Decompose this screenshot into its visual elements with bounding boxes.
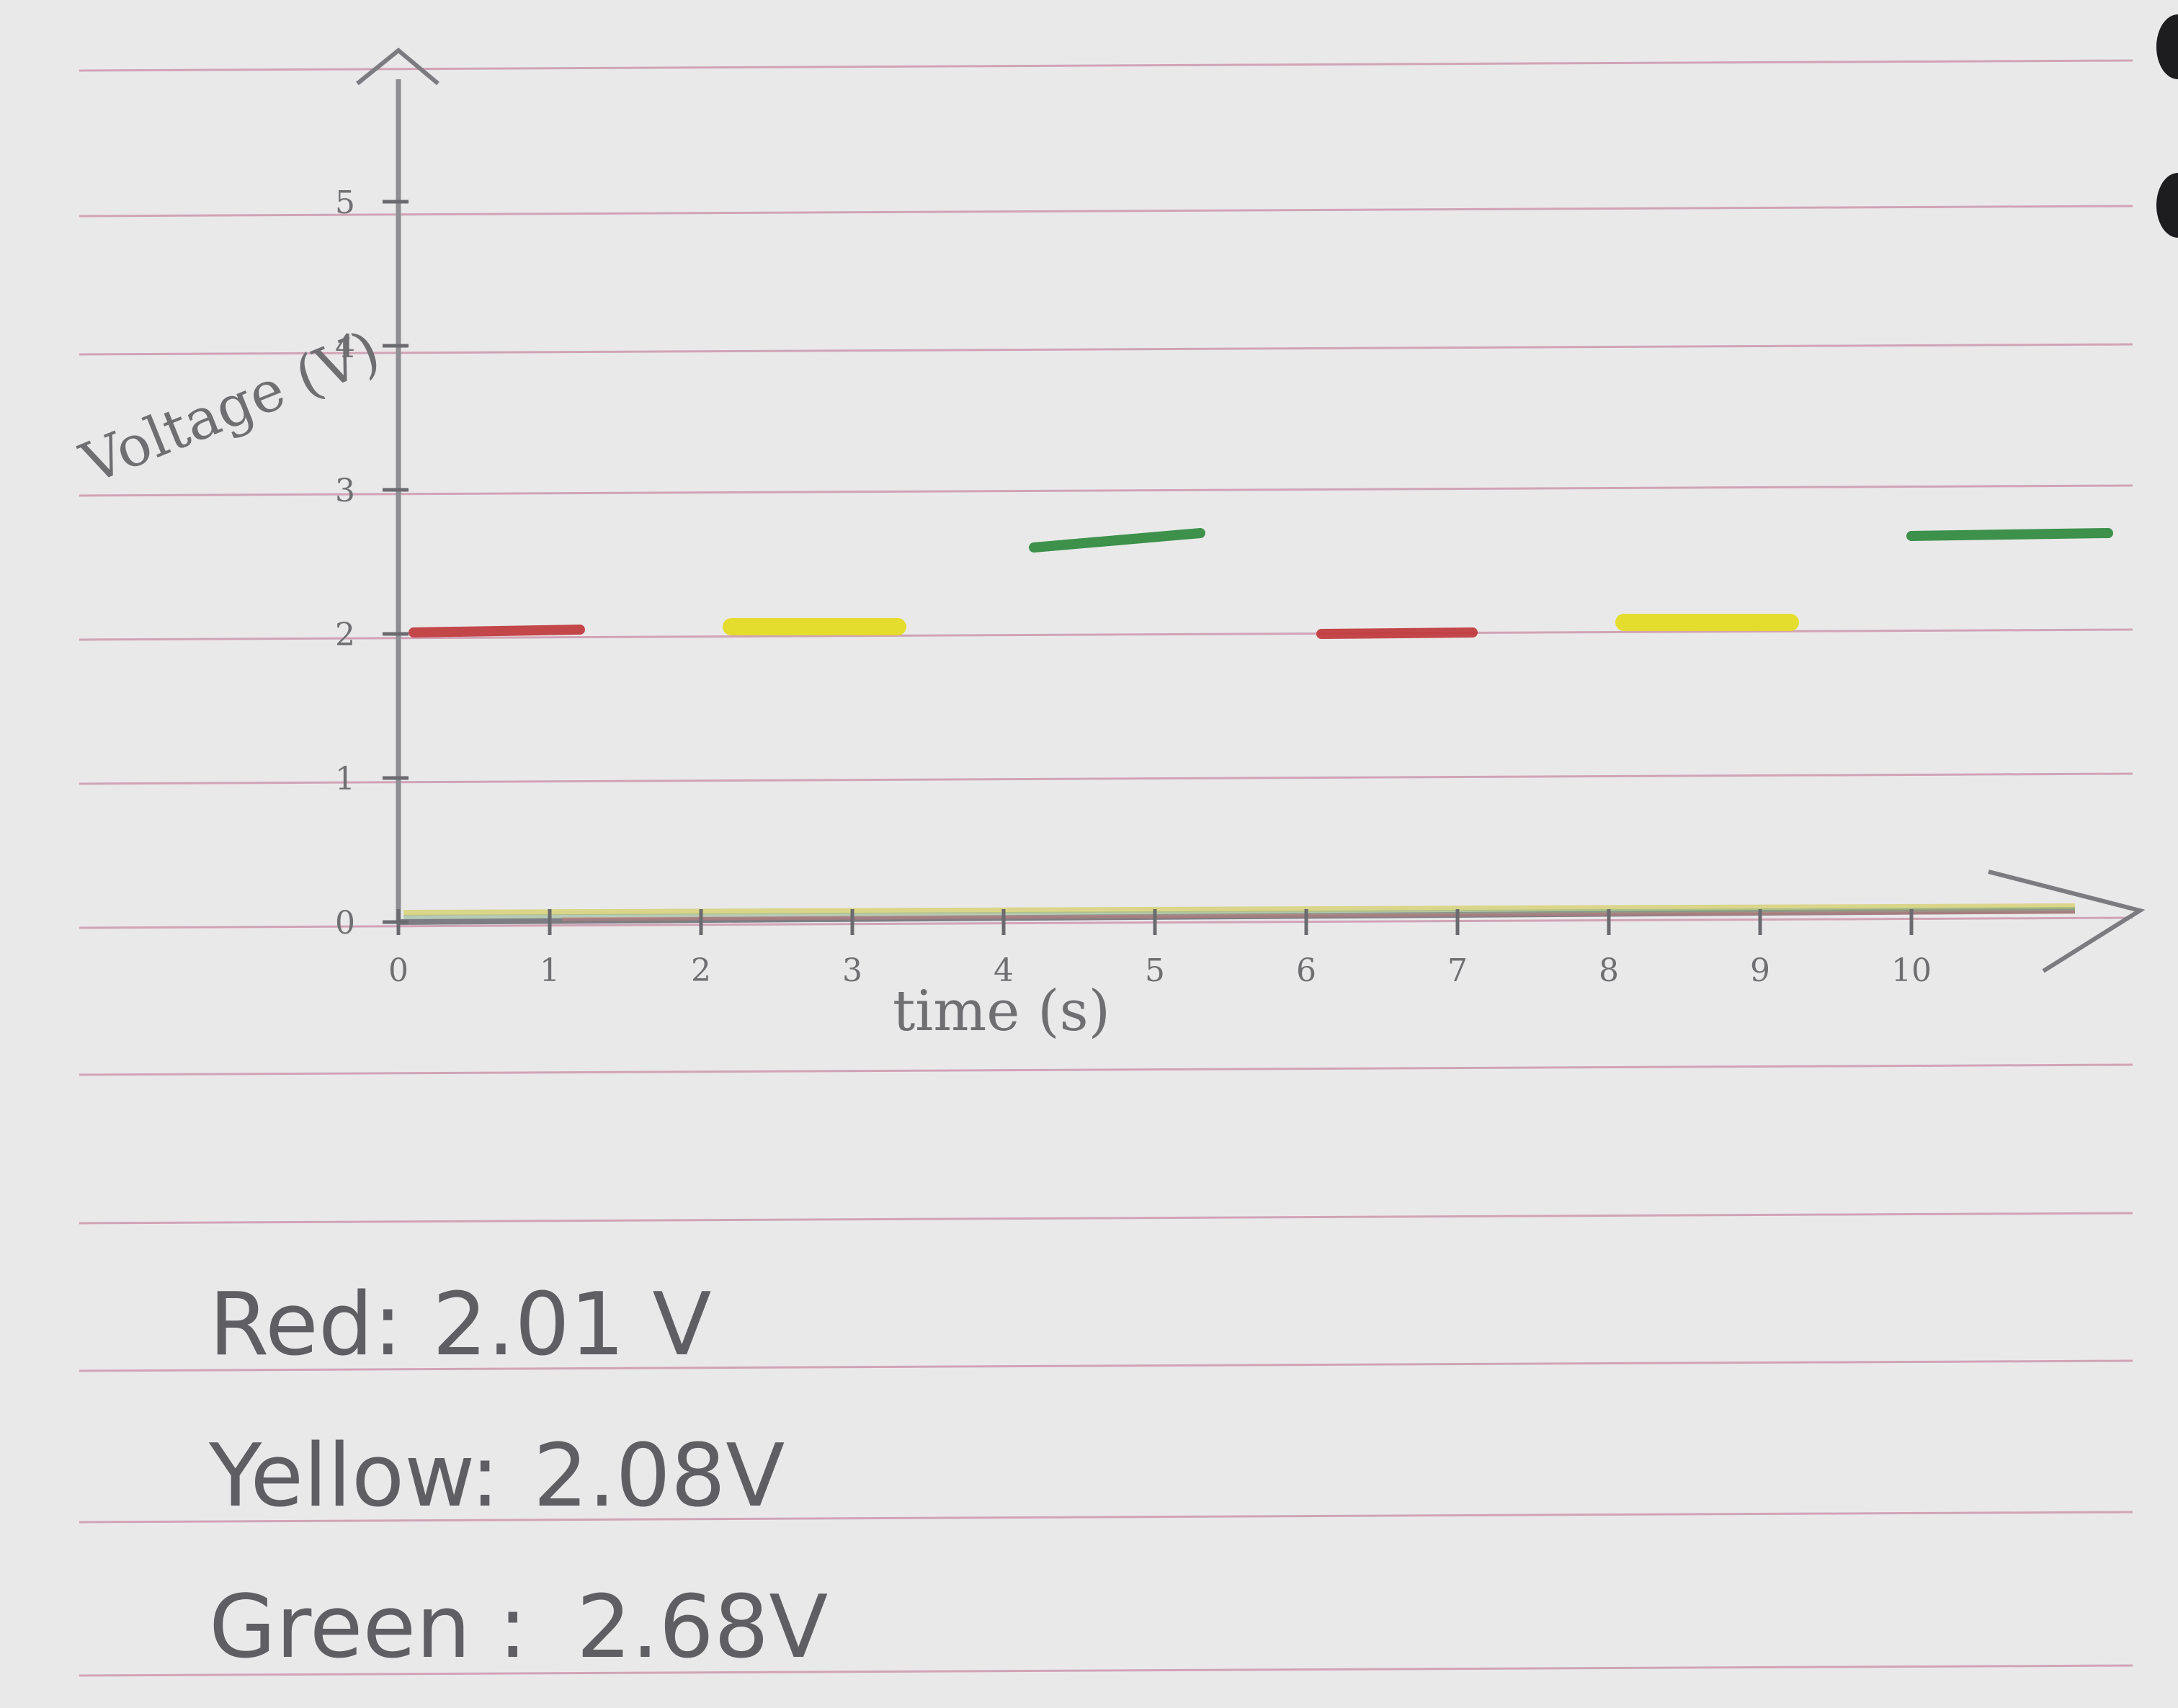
x-tick-label: 6 bbox=[1296, 952, 1316, 989]
note-red-label: Red: bbox=[209, 1275, 402, 1375]
note-yellow-label: Yellow: bbox=[208, 1426, 499, 1526]
x-tick-label: 10 bbox=[1891, 952, 1932, 989]
x-tick-label: 0 bbox=[388, 952, 409, 989]
ruled-line bbox=[79, 1664, 2133, 1677]
note-yellow-value: 2.08V bbox=[533, 1426, 785, 1526]
ruled-line bbox=[79, 628, 2133, 641]
x-tick-label: 4 bbox=[994, 952, 1014, 989]
ruled-line bbox=[79, 1063, 2133, 1076]
note-yellow: Yellow: 2.08V bbox=[208, 1426, 785, 1526]
x-tick-label: 5 bbox=[1145, 952, 1165, 989]
series-yellow bbox=[723, 614, 1799, 635]
y-tick-label: 4 bbox=[335, 328, 355, 365]
ruled-line bbox=[79, 916, 2133, 929]
page-edge-holes bbox=[2156, 14, 2178, 238]
x-tick-label: 1 bbox=[540, 952, 560, 989]
ruled-line bbox=[79, 1511, 2133, 1524]
y-axis-arrow bbox=[356, 48, 439, 86]
y-tick-label: 3 bbox=[335, 473, 355, 509]
y-tick-label: 2 bbox=[335, 617, 355, 653]
ruled-line bbox=[79, 772, 2133, 785]
y-tick-label: 5 bbox=[335, 184, 355, 221]
series-green bbox=[1029, 528, 2113, 553]
x-tick-label: 2 bbox=[691, 952, 711, 989]
series-green-segment bbox=[1906, 528, 2113, 541]
x-tick-label: 9 bbox=[1750, 952, 1770, 989]
y-tick-label: 1 bbox=[335, 761, 355, 797]
x-tick-label: 7 bbox=[1447, 952, 1468, 989]
series-green-segment bbox=[1029, 528, 1205, 553]
series-red bbox=[409, 625, 1478, 639]
ruled-line bbox=[79, 343, 2133, 356]
x-tick-label: 8 bbox=[1599, 952, 1619, 989]
voltage-notes: Red: 2.01 V Yellow: 2.08V Green : 2.68V bbox=[208, 1275, 828, 1678]
series-red-segment bbox=[1316, 627, 1478, 639]
note-green-label: Green : bbox=[209, 1578, 527, 1678]
series-red-segment bbox=[409, 625, 585, 638]
ruled-lines bbox=[79, 59, 2133, 1677]
x-ticks: 0 1 2 3 4 5 6 7 8 9 10 bbox=[388, 909, 1932, 989]
x-tick-label: 3 bbox=[842, 952, 862, 989]
ruled-line bbox=[79, 484, 2133, 497]
ruled-line bbox=[79, 1212, 2133, 1225]
ruled-line bbox=[79, 205, 2133, 218]
series-marks bbox=[409, 528, 2113, 639]
note-green: Green : 2.68V bbox=[209, 1578, 828, 1678]
y-tick-label: 0 bbox=[335, 905, 355, 942]
note-red: Red: 2.01 V bbox=[209, 1275, 711, 1375]
baseline-traces bbox=[403, 903, 2076, 921]
y-ticks: 0 1 2 3 4 5 bbox=[335, 184, 409, 942]
x-axis-arrow bbox=[1988, 869, 2146, 973]
note-green-value: 2.68V bbox=[576, 1578, 828, 1678]
x-axis-title: time (s) bbox=[893, 979, 1110, 1044]
note-red-value: 2.01 V bbox=[432, 1275, 711, 1375]
ruled-line bbox=[79, 1359, 2133, 1372]
